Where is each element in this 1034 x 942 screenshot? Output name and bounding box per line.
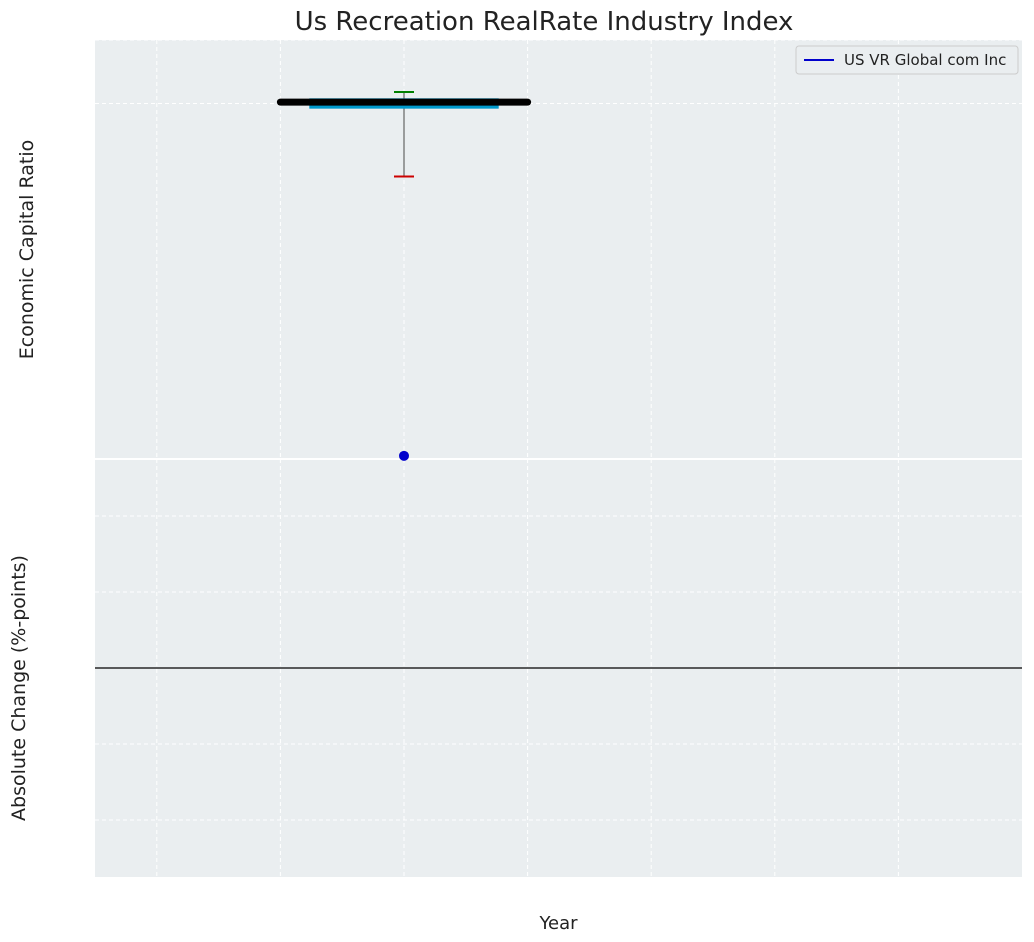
top-grid — [95, 39, 1022, 459]
legend-box — [795, 45, 1019, 75]
top-y-axis-label: Economic Capital Ratio — [16, 140, 38, 359]
bottom-panel: Absolute Change (%-points) Year — [8, 459, 1022, 934]
top-marks — [276, 91, 532, 178]
legend[interactable]: US VR Global com Inc — [795, 45, 1019, 75]
legend-label: US VR Global com Inc — [844, 51, 1006, 69]
top-panel-background — [95, 40, 1022, 459]
bottom-y-axis-label: Absolute Change (%-points) — [8, 555, 30, 821]
top-panel: Economic Capital Ratio US VR Global com … — [16, 39, 1022, 459]
chart-title: Us Recreation RealRate Industry Index — [295, 7, 794, 37]
company-data-point[interactable] — [399, 450, 409, 461]
x-axis-label: Year — [538, 913, 578, 934]
